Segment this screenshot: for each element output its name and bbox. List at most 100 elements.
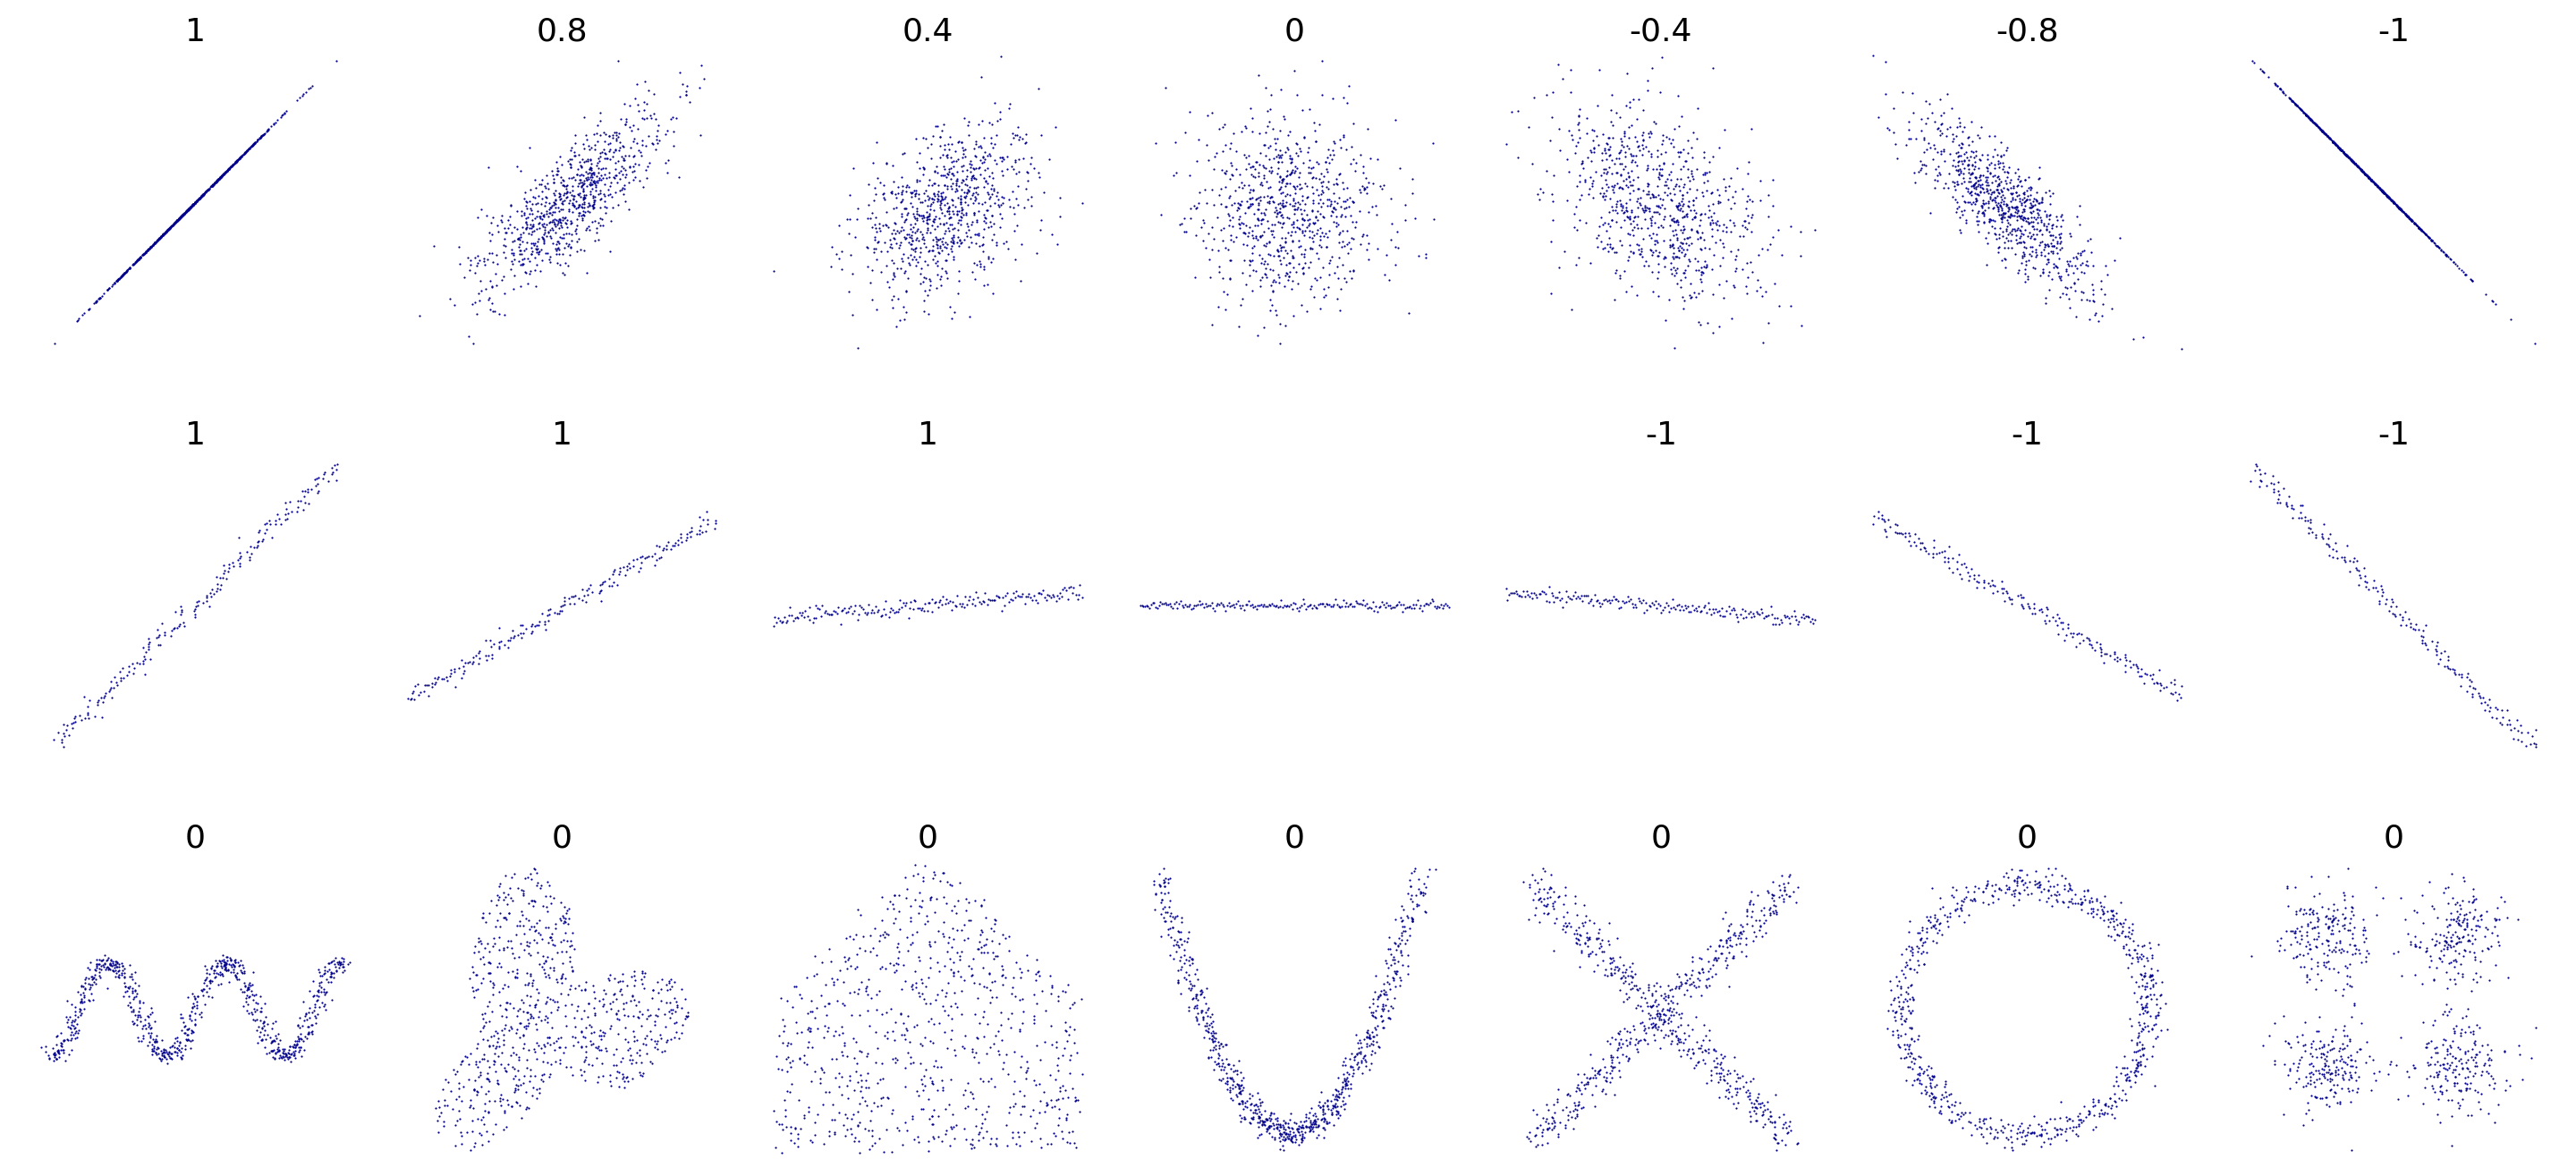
Point <box>1020 1091 1061 1110</box>
Point <box>824 599 866 617</box>
Point <box>1528 1134 1569 1152</box>
Point <box>1301 1110 1342 1129</box>
Point <box>1891 1051 1932 1070</box>
Point <box>2112 655 2154 674</box>
Point <box>871 223 912 242</box>
Point <box>1229 1101 1270 1120</box>
Point <box>456 263 497 282</box>
Point <box>605 167 647 186</box>
Point <box>1947 1111 1989 1130</box>
Point <box>1332 269 1373 288</box>
Point <box>1597 192 1638 211</box>
Point <box>510 1061 551 1080</box>
Point <box>198 168 240 187</box>
Point <box>1321 1091 1363 1110</box>
Point <box>1553 924 1595 943</box>
Point <box>90 960 131 978</box>
Point <box>1870 517 1911 536</box>
Point <box>1605 147 1646 166</box>
Point <box>768 1053 809 1071</box>
Point <box>2331 151 2372 169</box>
Point <box>1252 187 1293 206</box>
Point <box>824 951 866 970</box>
Point <box>2326 146 2367 165</box>
Point <box>840 596 881 615</box>
Point <box>948 180 989 199</box>
Point <box>1762 1105 1803 1124</box>
Point <box>2450 942 2491 961</box>
Point <box>2445 1007 2486 1025</box>
Point <box>2419 1055 2460 1074</box>
Point <box>917 239 958 258</box>
Point <box>2385 1062 2427 1081</box>
Point <box>1556 1100 1597 1118</box>
Point <box>1015 1075 1056 1094</box>
Point <box>489 260 531 279</box>
Point <box>1654 1000 1695 1018</box>
Point <box>528 600 569 619</box>
Point <box>278 497 319 516</box>
Point <box>2468 970 2509 989</box>
Point <box>1971 173 2012 192</box>
Point <box>1638 1017 1680 1036</box>
Point <box>170 1007 211 1025</box>
Point <box>2396 216 2437 235</box>
Point <box>1350 1029 1391 1048</box>
Point <box>1376 962 1417 981</box>
Point <box>544 175 585 194</box>
Point <box>1971 163 2012 182</box>
Point <box>185 592 227 610</box>
Point <box>2045 278 2087 296</box>
Point <box>1713 216 1754 235</box>
Point <box>144 225 185 243</box>
Point <box>471 214 513 233</box>
Point <box>2439 259 2481 278</box>
Point <box>623 1063 665 1082</box>
Point <box>582 185 623 203</box>
Point <box>1236 326 1278 345</box>
Point <box>2347 166 2388 185</box>
Point <box>173 1022 214 1041</box>
Point <box>647 1033 688 1051</box>
Point <box>1978 152 2020 171</box>
Point <box>837 1115 878 1134</box>
Point <box>492 998 533 1017</box>
Point <box>536 1053 577 1071</box>
Point <box>541 192 582 211</box>
Point <box>75 292 116 310</box>
Point <box>1615 146 1656 165</box>
Point <box>1623 1016 1664 1035</box>
Point <box>1602 201 1643 220</box>
Point <box>1151 911 1193 930</box>
Point <box>1141 890 1182 909</box>
Point <box>549 239 590 258</box>
Point <box>974 151 1015 169</box>
Point <box>1667 1044 1708 1063</box>
Point <box>1291 168 1332 187</box>
Point <box>1589 158 1631 176</box>
Point <box>2383 202 2424 221</box>
Point <box>162 207 204 226</box>
Point <box>2378 196 2419 215</box>
Point <box>1242 214 1283 233</box>
Point <box>958 178 999 196</box>
Point <box>567 219 608 238</box>
Point <box>134 234 175 253</box>
Point <box>1321 1077 1363 1096</box>
Point <box>999 963 1041 982</box>
Point <box>1012 587 1054 606</box>
Point <box>1273 162 1314 181</box>
Point <box>2035 886 2076 904</box>
Point <box>1643 310 1685 329</box>
Point <box>1360 981 1401 1000</box>
Point <box>219 543 260 562</box>
Point <box>1891 940 1932 958</box>
Point <box>2398 937 2439 956</box>
Point <box>1285 1118 1327 1137</box>
Point <box>39 1041 80 1060</box>
Point <box>832 159 873 178</box>
Point <box>1584 589 1625 608</box>
Point <box>1149 918 1190 937</box>
Point <box>951 1135 992 1154</box>
Point <box>162 207 204 226</box>
